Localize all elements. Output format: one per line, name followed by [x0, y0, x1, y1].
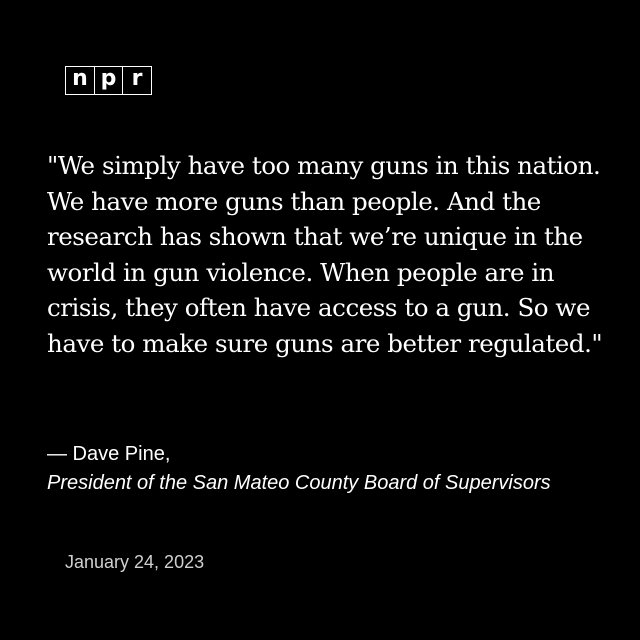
logo-letter-r: r — [122, 66, 152, 95]
speaker-name: — Dave Pine, — [47, 443, 171, 465]
quote-text: "We simply have too many guns in this na… — [47, 151, 603, 358]
npr-logo: n p r — [65, 66, 152, 95]
logo-letter-n: n — [65, 66, 95, 95]
speaker-title: President of the San Mateo County Board … — [47, 472, 551, 494]
quote-date: January 24, 2023 — [65, 552, 205, 572]
attribution: — Dave Pine, President of the San Mateo … — [47, 440, 607, 498]
logo-letter-p: p — [93, 66, 124, 95]
